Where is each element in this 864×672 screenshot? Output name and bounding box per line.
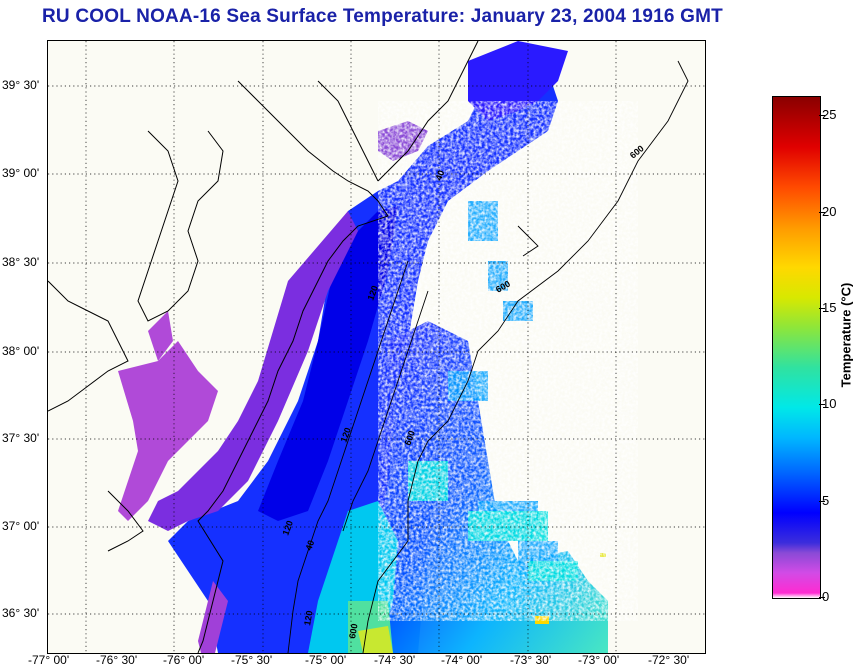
contour-label: 40 (433, 169, 446, 182)
contour-label: 600 (347, 623, 359, 640)
colorbar-tick-label: 20 (822, 204, 837, 219)
sst-map-canvas: 600 600 600 600 120 120 120 120 40 40 (48, 41, 705, 653)
sst-field (118, 41, 638, 653)
longitude-label: -76° 30' (96, 653, 138, 667)
colorbar-tick-label: 0 (822, 589, 830, 604)
latitude-label: 39° 30' (2, 78, 40, 92)
bathymetry-contours (287, 60, 689, 653)
temperature-colorbar (772, 96, 821, 599)
contour-label: 120 (338, 426, 353, 444)
contour-label: 120 (302, 610, 314, 627)
longitude-label: -74° 00' (441, 653, 483, 667)
colorbar-tick (819, 597, 825, 598)
latitude-label: 36° 30' (2, 606, 40, 620)
longitude-label: -75° 00' (305, 653, 347, 667)
page-title: RU COOL NOAA-16 Sea Surface Temperature:… (42, 6, 723, 27)
longitude-label: -74° 30' (374, 653, 416, 667)
longitude-label: -73° 30' (510, 653, 552, 667)
colorbar-tick-label: 15 (822, 300, 837, 315)
contour-label: 120 (365, 284, 380, 302)
colorbar-tick (819, 308, 825, 309)
colorbar-tick-label: 5 (822, 493, 830, 508)
colorbar-tick (819, 501, 825, 502)
latitude-label: 39° 00' (2, 166, 40, 180)
longitude-label: -75° 30' (231, 653, 273, 667)
colorbar-title: Temperature (°C) (838, 282, 854, 388)
contour-label: 120 (280, 519, 295, 537)
latitude-label: 38° 30' (2, 255, 40, 269)
latitude-label: 38° 00' (2, 344, 40, 358)
colorbar-tick-label: 10 (822, 396, 837, 411)
longitude-label: -73° 00' (578, 653, 620, 667)
longitude-label: -76° 00' (163, 653, 205, 667)
colorbar-tick (819, 212, 825, 213)
latitude-label: 37° 00' (2, 519, 40, 533)
sst-map[interactable]: 600 600 600 600 120 120 120 120 40 40 (47, 40, 706, 654)
colorbar-tick (819, 115, 825, 116)
graticule (48, 41, 705, 653)
colorbar-tick (819, 404, 825, 405)
colorbar-tick-label: 25 (822, 107, 837, 122)
contour-label: 600 (402, 429, 417, 447)
latitude-label: 37° 30' (2, 431, 40, 445)
contour-label: 40 (303, 539, 316, 552)
longitude-label: -77° 00' (28, 653, 70, 667)
coastline (48, 41, 479, 653)
longitude-label: -72° 30' (648, 653, 690, 667)
